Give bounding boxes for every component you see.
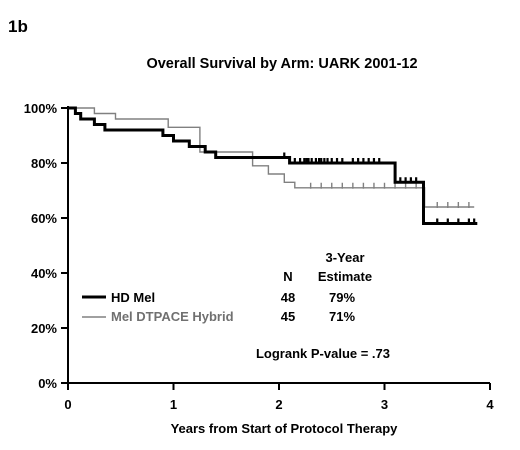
y-tick-label: 40%: [31, 266, 57, 281]
legend-estimate-header-line2: Estimate: [318, 269, 372, 284]
y-tick-label: 80%: [31, 156, 57, 171]
x-tick-label: 3: [381, 397, 388, 412]
legend-estimate-hd-mel: 79%: [329, 290, 355, 305]
chart-title: Overall Survival by Arm: UARK 2001-12: [146, 56, 417, 72]
legend-label-hd-mel: HD Mel: [111, 290, 155, 305]
logrank-annotation: Logrank P-value = .73: [256, 346, 390, 361]
legend-n-hd-mel: 48: [281, 290, 295, 305]
y-tick-label: 0%: [38, 376, 57, 391]
x-axis-label: Years from Start of Protocol Therapy: [171, 421, 399, 436]
panel-label: 1b: [8, 17, 28, 36]
x-tick-label: 1: [170, 397, 177, 412]
x-tick-label: 0: [64, 397, 71, 412]
y-tick-label: 20%: [31, 321, 57, 336]
legend-n-mel-dtpace-hybrid: 45: [281, 309, 295, 324]
y-tick-label: 60%: [31, 211, 57, 226]
legend: 3-Year N Estimate HD Mel 48 79% Mel DTPA…: [82, 250, 372, 324]
legend-estimate-header-line1: 3-Year: [325, 250, 364, 265]
x-tick-label: 4: [486, 397, 494, 412]
x-tick-label: 2: [275, 397, 282, 412]
series-layer: [68, 106, 478, 225]
axes: [67, 106, 490, 384]
y-ticks: 0% 20% 40% 60% 80% 100%: [24, 101, 68, 391]
legend-n-header: N: [283, 269, 292, 284]
legend-estimate-mel-dtpace-hybrid: 71%: [329, 309, 355, 324]
survival-curve-hd-mel: [68, 106, 478, 225]
x-ticks: 0 1 2 3 4: [64, 383, 494, 412]
legend-label-mel-dtpace-hybrid: Mel DTPACE Hybrid: [111, 309, 234, 324]
y-tick-label: 100%: [24, 101, 58, 116]
